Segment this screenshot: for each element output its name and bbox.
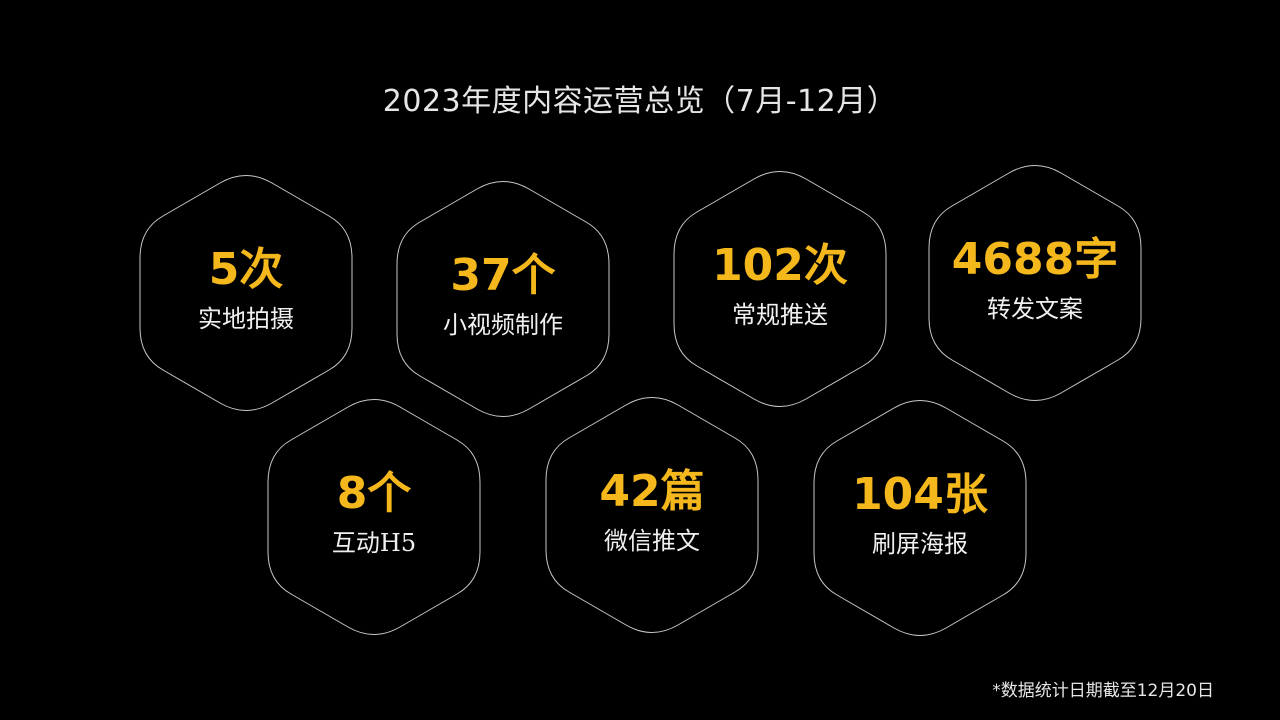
hexagon-outline [139, 175, 353, 411]
stat-card-viral-posters: 104张 刷屏海报 [813, 400, 1027, 636]
stat-card-forward-copy: 4688字 转发文案 [928, 165, 1142, 401]
page-title: 2023年度内容运营总览（7月-12月） [382, 84, 898, 119]
stat-label: 小视频制作 [443, 311, 563, 339]
footnote: *数据统计日期截至12月20日 [992, 681, 1214, 701]
hexagon-outline [267, 399, 481, 635]
stat-card-regular-pushes: 102次 常规推送 [673, 171, 887, 407]
stat-card-wechat-articles: 42篇 微信推文 [545, 397, 759, 633]
stat-value: 8个 [336, 468, 412, 519]
hexagon-outline [396, 181, 610, 417]
stat-value: 5次 [208, 244, 284, 295]
stat-value: 4688字 [951, 234, 1119, 285]
hexagon-outline [928, 165, 1142, 401]
stat-value: 37个 [450, 250, 556, 301]
stat-card-field-shoots: 5次 实地拍摄 [139, 175, 353, 411]
stat-label: 常规推送 [732, 301, 828, 329]
stat-value: 104张 [852, 469, 988, 520]
stat-value: 42篇 [599, 466, 705, 517]
hexagon-outline [673, 171, 887, 407]
stat-card-short-videos: 37个 小视频制作 [396, 181, 610, 417]
stat-label: 刷屏海报 [872, 530, 968, 558]
hexagon-outline [545, 397, 759, 633]
stat-card-interactive-h5: 8个 互动H5 [267, 399, 481, 635]
stat-value: 102次 [712, 240, 848, 291]
stat-label: 转发文案 [987, 295, 1083, 323]
stat-label: 微信推文 [604, 527, 700, 555]
stat-label: 互动H5 [331, 529, 417, 557]
stat-label: 实地拍摄 [198, 305, 294, 333]
hexagon-outline [813, 400, 1027, 636]
